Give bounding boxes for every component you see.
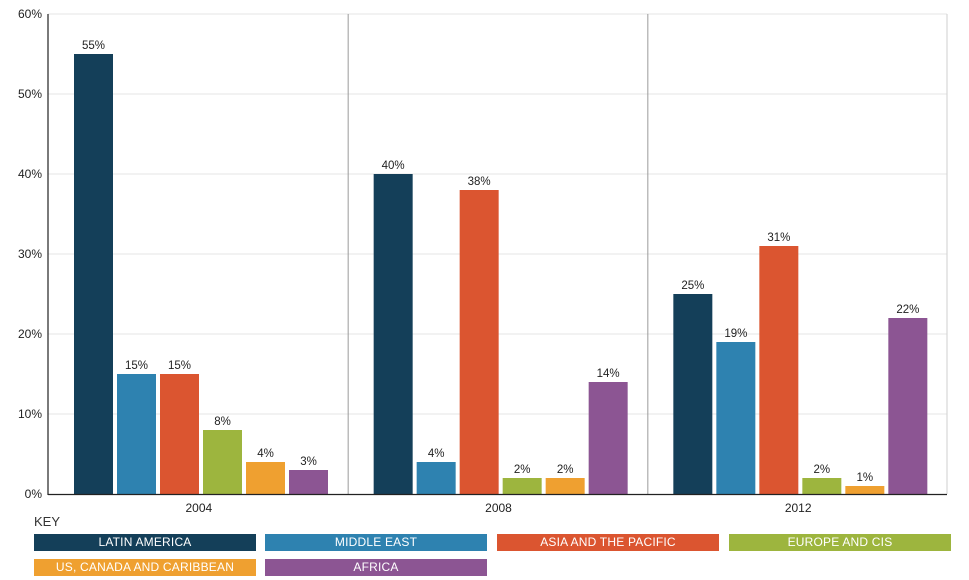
data-label: 25% (681, 280, 704, 292)
legend-title: KEY (34, 514, 61, 529)
y-tick-label: 10% (18, 407, 42, 421)
y-tick-label: 30% (18, 247, 42, 261)
data-label: 4% (257, 448, 274, 460)
x-tick-label: 2008 (485, 501, 512, 515)
data-label: 8% (214, 416, 231, 428)
data-label: 40% (382, 160, 405, 172)
data-label: 55% (82, 40, 105, 52)
data-label: 15% (125, 360, 148, 372)
data-label: 4% (428, 448, 445, 460)
y-tick-label: 0% (25, 487, 43, 501)
data-label: 2% (557, 464, 574, 476)
bar (545, 478, 585, 494)
bar (759, 246, 799, 494)
x-tick-label: 2004 (185, 501, 212, 515)
data-label: 15% (168, 360, 191, 372)
y-tick-label: 20% (18, 327, 42, 341)
bar (289, 470, 328, 494)
data-label: 3% (300, 456, 317, 468)
bar (673, 294, 713, 494)
data-label: 2% (814, 464, 831, 476)
y-tick-label: 40% (18, 167, 42, 181)
y-tick-label: 50% (18, 87, 42, 101)
x-tick-label: 2012 (785, 501, 812, 515)
bar (802, 478, 842, 494)
bar (588, 382, 628, 494)
bar (502, 478, 542, 494)
bar (203, 430, 242, 494)
bar (117, 374, 156, 494)
data-label: 22% (896, 304, 919, 316)
bar (246, 462, 285, 494)
bar (373, 174, 413, 494)
bar (888, 318, 928, 494)
data-label: 14% (597, 368, 620, 380)
y-tick-label: 60% (18, 7, 42, 21)
data-label: 19% (724, 328, 747, 340)
data-label: 1% (857, 472, 874, 484)
data-label: 2% (514, 464, 531, 476)
data-label: 38% (468, 176, 491, 188)
bar (160, 374, 199, 494)
bar (416, 462, 456, 494)
data-label: 31% (767, 232, 790, 244)
bar (459, 190, 499, 494)
bar (716, 342, 756, 494)
bar (845, 486, 885, 494)
bar (74, 54, 113, 494)
